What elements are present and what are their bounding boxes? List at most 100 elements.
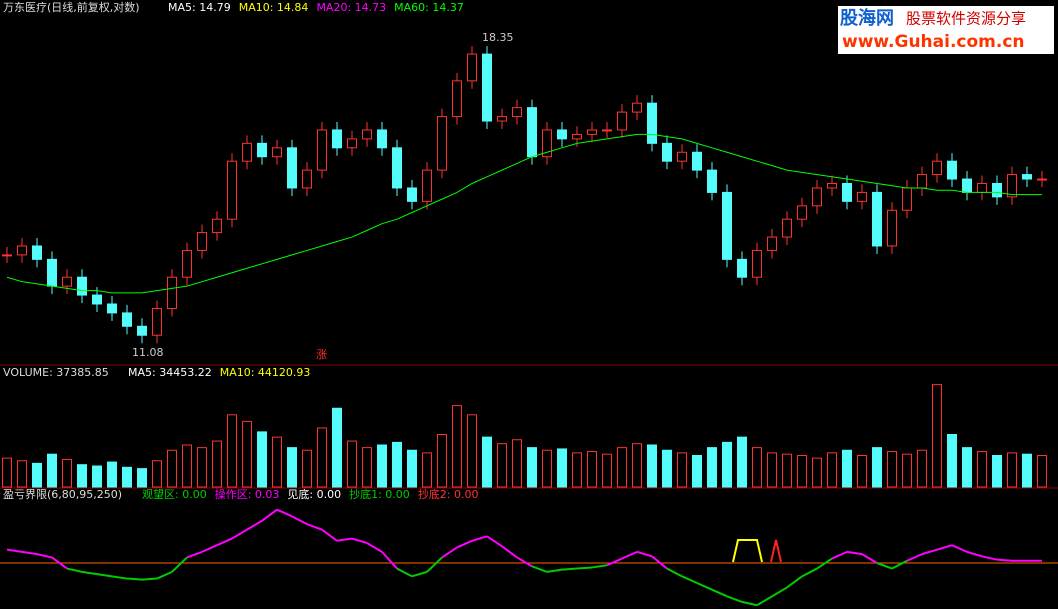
candle-body <box>227 160 237 220</box>
candle-body <box>437 116 447 171</box>
volume-bar <box>662 449 672 488</box>
indicator-segment <box>381 551 398 570</box>
volume-bar <box>362 447 372 488</box>
volume-bar <box>677 452 687 488</box>
volume-bar <box>692 455 702 488</box>
volume-bar <box>752 447 762 488</box>
candle-body <box>692 151 702 171</box>
volume-bar <box>407 449 417 488</box>
candle-body <box>362 129 372 140</box>
candle-body <box>617 111 627 131</box>
candle-body <box>272 147 282 158</box>
volume-bar <box>617 447 627 488</box>
volume-bar <box>782 453 792 488</box>
volume-bar <box>377 444 387 488</box>
candle-body <box>137 325 147 336</box>
volume-bar <box>572 452 582 488</box>
volume-bar <box>932 384 942 488</box>
candle-body <box>152 307 162 336</box>
indicator-segment <box>516 556 533 568</box>
indicator-segment <box>186 550 203 559</box>
high-label: 18.35 <box>482 31 514 44</box>
indicator-segment <box>756 595 773 607</box>
indicator-segment <box>81 570 98 576</box>
candle-body <box>287 147 297 189</box>
volume-bar <box>32 462 42 488</box>
volume-bar <box>122 466 132 488</box>
indicator-label: 见底: 0.00 <box>287 487 341 501</box>
indicator-segment <box>606 557 623 567</box>
volume-bar <box>2 457 12 488</box>
volume-bar <box>602 453 612 488</box>
indicator-segment <box>996 558 1013 562</box>
indicator-segment <box>846 550 863 556</box>
candle-body <box>482 53 492 122</box>
volume-bar <box>62 458 72 488</box>
candle-body <box>812 187 822 207</box>
indicator-segment <box>666 567 683 578</box>
candle-body <box>1022 174 1032 180</box>
volume-bar <box>287 447 297 488</box>
volume-bar <box>542 449 552 488</box>
signal-shape <box>732 539 763 563</box>
indicator-label: 操作区: 0.03 <box>215 487 280 501</box>
candle-body <box>1007 174 1017 198</box>
watermark-slogan: 股票软件资源分享 <box>906 10 1026 28</box>
candle-body <box>1037 178 1047 181</box>
volume-bar <box>1007 452 1017 488</box>
indicator-segment <box>741 600 758 607</box>
indicator-segment <box>936 544 953 551</box>
indicator-label: 抄底2: 0.00 <box>418 487 479 501</box>
indicator-segment <box>156 570 173 580</box>
volume-bar <box>482 436 492 488</box>
volume-bar <box>272 436 282 488</box>
volume-bar <box>887 451 897 488</box>
volume-bar <box>92 465 102 488</box>
volume-bar <box>467 414 477 488</box>
indicator-segment <box>816 557 833 570</box>
candle-body <box>167 276 177 309</box>
indicator-segment <box>171 556 188 573</box>
indicator-segment <box>876 562 893 570</box>
indicator-segment <box>396 567 413 578</box>
indicator-segment <box>441 546 458 559</box>
candle-body <box>917 174 927 189</box>
watermark-url: www.Guhai.com.cn <box>842 32 1025 52</box>
indicator-segment <box>906 553 923 562</box>
candle-body <box>467 53 477 82</box>
indicator-segment <box>546 568 563 573</box>
candle-body <box>932 160 942 176</box>
volume-bar <box>842 449 852 488</box>
indicator-segment <box>771 586 788 598</box>
indicator-segment <box>141 577 158 581</box>
candle-body <box>77 276 87 296</box>
ma-label: MA10: 14.84 <box>239 1 309 14</box>
indicator-segment <box>456 539 473 549</box>
indicator-segment <box>216 537 233 547</box>
candle-body <box>707 169 717 193</box>
candle-body <box>842 183 852 202</box>
volume-bar <box>77 464 87 488</box>
volume-bar <box>632 443 642 488</box>
indicator-segment <box>276 508 293 518</box>
candle-body <box>347 138 357 149</box>
watermark-brand: 股海网 <box>839 7 894 29</box>
indicator-segment <box>411 570 428 578</box>
candle-body <box>32 245 42 260</box>
candle-body <box>962 178 972 193</box>
volume-bar <box>1037 455 1047 488</box>
candle-body <box>92 294 102 305</box>
candle-body <box>197 232 207 251</box>
candle-body <box>722 191 732 260</box>
volume-bar <box>707 447 717 488</box>
volume-bar <box>107 461 117 488</box>
volume-bar <box>587 451 597 488</box>
candle-body <box>512 107 522 118</box>
indicator-segment <box>576 566 593 570</box>
volume-bar <box>1022 453 1032 488</box>
candle-body <box>902 187 912 211</box>
volume-bar <box>917 449 927 488</box>
signal-shape <box>770 539 782 563</box>
candle-body <box>572 133 582 140</box>
